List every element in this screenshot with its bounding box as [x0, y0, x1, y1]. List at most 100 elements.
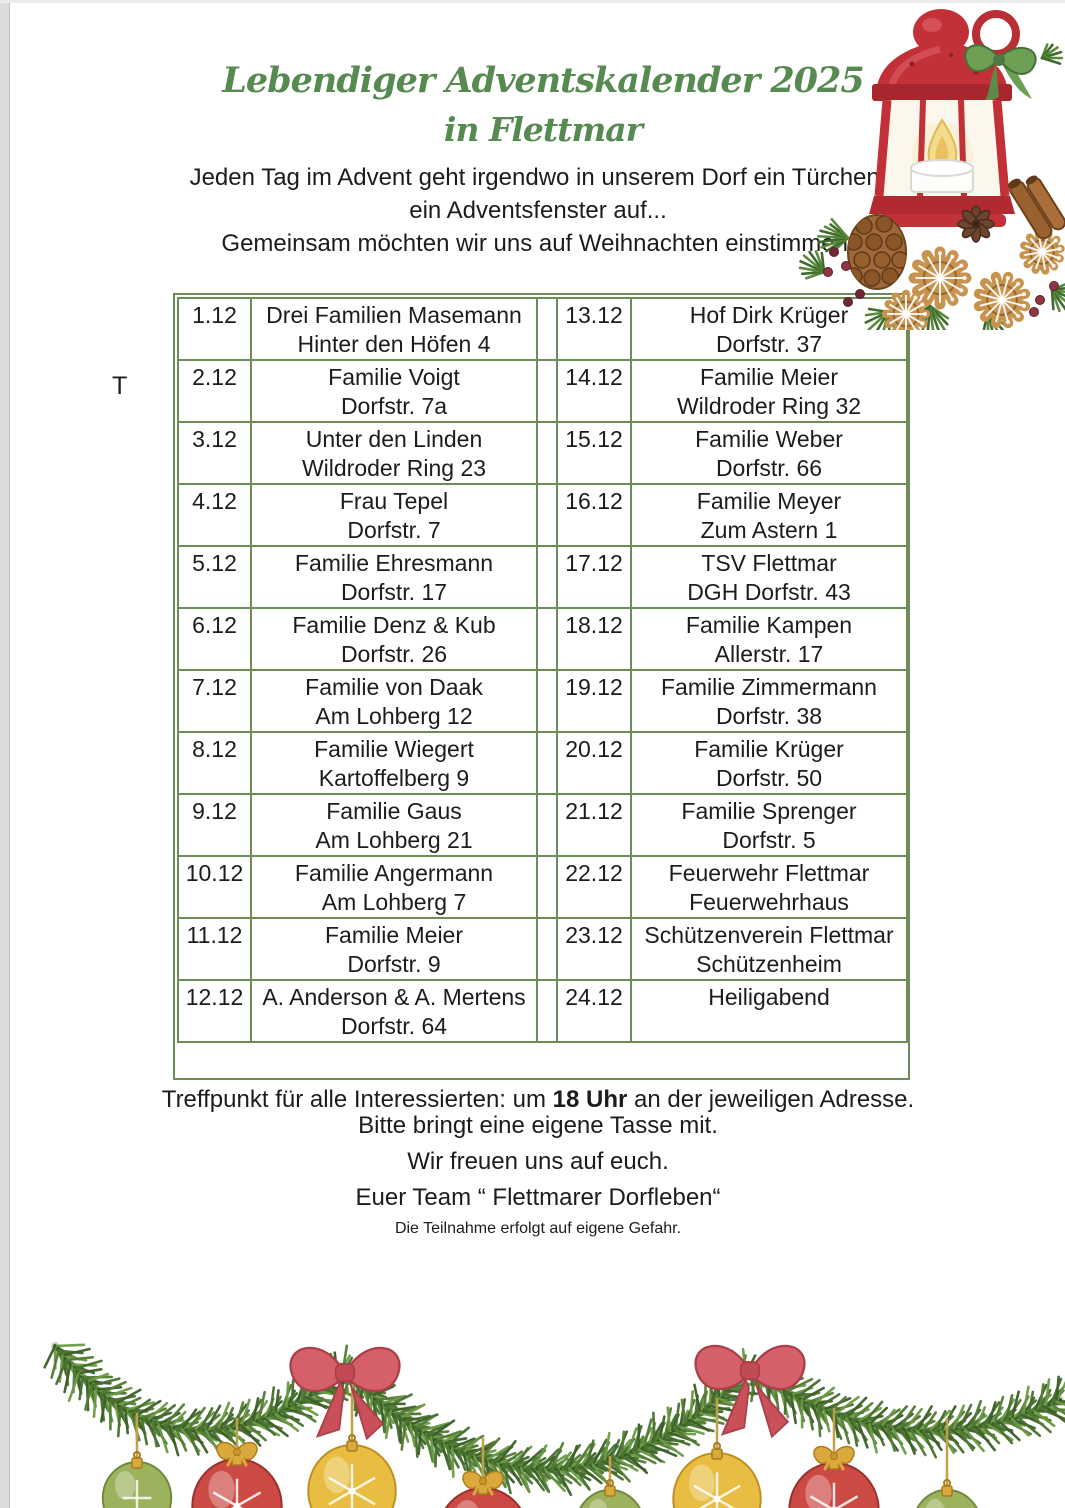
date-cell: 23.12 [556, 917, 632, 981]
host-address: Am Lohberg 7 [321, 889, 467, 915]
closing-line: Wir freuen uns auf euch. [407, 1148, 669, 1175]
advent-table: 1.12 Drei Familien Masemann Hinter den Höf… [177, 297, 908, 1043]
host-address: Dorfstr. 66 [715, 455, 823, 481]
entry-cell: Familie Ehresmann Dorfstr. 17 [250, 545, 538, 609]
host-address: DGH Dorfstr. 43 [687, 579, 851, 605]
host-name: Familie Meier [699, 364, 839, 390]
host-address: Am Lohberg 21 [315, 827, 473, 853]
spacer-cell [536, 917, 558, 981]
date-cell: 12.12 [177, 979, 252, 1043]
date-cell: 21.12 [556, 793, 632, 857]
spacer-cell [536, 855, 558, 919]
entry-cell: Familie Gaus Am Lohberg 21 [250, 793, 538, 857]
date-cell: 3.12 [177, 421, 252, 485]
date-cell: 2.12 [177, 359, 252, 423]
entry-cell: Familie Weber Dorfstr. 66 [630, 421, 908, 485]
pinecone [847, 214, 907, 290]
host-address: Feuerwehrhaus [689, 889, 849, 915]
cup-note-line: Bitte bringt eine eigene Tasse mit. [358, 1112, 718, 1139]
date-cell: 1.12 [177, 297, 252, 361]
candle-flame-icon [910, 118, 974, 193]
bauble-ornament [579, 1456, 641, 1508]
host-name: Familie Denz & Kub [292, 612, 496, 638]
date-cell: 6.12 [177, 607, 252, 671]
gold-bow-icon [462, 1470, 504, 1496]
calendar-rows: 1.12 Drei Familien Masemann Hinter den Höf… [177, 297, 908, 1043]
host-name: Unter den Linden [305, 426, 483, 452]
table-row: 12.12 A. Anderson & A. Mertens Dorfstr. 64… [177, 979, 908, 1043]
table-row: 5.12 Familie Ehresmann Dorfstr. 17 17.12 TSV… [177, 545, 908, 609]
entry-cell: Familie von Daak Am Lohberg 12 [250, 669, 538, 733]
team-line: Euer Team “ Flettmarer Dorfleben“ [355, 1184, 721, 1211]
table-row: 3.12 Unter den Linden Wildroder Ring 23 15.… [177, 421, 908, 485]
bauble-ornament [307, 1384, 397, 1508]
host-name: A. Anderson & A. Mertens [262, 984, 526, 1010]
table-row: 6.12 Familie Denz & Kub Dorfstr. 26 18.12 Fa… [177, 607, 908, 671]
entry-cell: Familie Meier Wildroder Ring 32 [630, 359, 908, 423]
spacer-cell [536, 793, 558, 857]
host-address: Dorfstr. 26 [340, 641, 448, 667]
host-address: Dorfstr. 17 [340, 579, 448, 605]
entry-cell: Familie Angermann Am Lohberg 7 [250, 855, 538, 919]
date-cell: 5.12 [177, 545, 252, 609]
host-name: Heiligabend [708, 984, 830, 1010]
spacer-cell [536, 979, 558, 1043]
host-name: Frau Tepel [339, 488, 449, 514]
gold-bow-icon [216, 1441, 258, 1467]
host-name: Familie Gaus [326, 798, 462, 824]
date-cell: 22.12 [556, 855, 632, 919]
host-name: Familie von Daak [305, 674, 483, 700]
entry-cell: Familie Sprenger Dorfstr. 5 [630, 793, 908, 857]
host-name: Familie Voigt [328, 364, 460, 390]
entry-cell: TSV Flettmar DGH Dorfstr. 43 [630, 545, 908, 609]
bauble-ornament [916, 1418, 978, 1508]
table-row: 2.12 Familie Voigt Dorfstr. 7a 14.12 Familie… [177, 359, 908, 423]
meeting-time: 18 Uhr [552, 1086, 628, 1113]
entry-cell: Familie Meyer Zum Astern 1 [630, 483, 908, 547]
host-name: Familie Krüger [694, 736, 844, 762]
red-bow-icon [694, 1344, 806, 1439]
spacer-cell [536, 483, 558, 547]
entry-cell: Familie Voigt Dorfstr. 7a [250, 359, 538, 423]
date-cell: 14.12 [556, 359, 632, 423]
spacer-cell [536, 731, 558, 795]
host-address: Dorfstr. 37 [715, 331, 823, 357]
spacer-cell [536, 359, 558, 423]
host-address: Dorfstr. 64 [340, 1013, 448, 1039]
table-row: 4.12 Frau Tepel Dorfstr. 7 16.12 Familie Mey… [177, 483, 908, 547]
intro-line-1: Jeden Tag im Advent geht irgendwo in uns… [189, 164, 887, 191]
gold-bow-icon [813, 1445, 855, 1471]
host-address: Allerstr. 17 [714, 641, 824, 667]
date-cell: 4.12 [177, 483, 252, 547]
table-row: 7.12 Familie von Daak Am Lohberg 12 19.12 Fa… [177, 669, 908, 733]
date-cell: 13.12 [556, 297, 632, 361]
host-name: Familie Ehresmann [294, 550, 494, 576]
intro-line-2: ein Adventsfenster auf... [409, 197, 667, 224]
table-row: 1.12 Drei Familien Masemann Hinter den Höf… [177, 297, 908, 361]
table-row: 8.12 Familie Wiegert Kartoffelberg 9 20.12 F… [177, 731, 908, 795]
bauble-ornament [672, 1398, 762, 1508]
bauble-ornament [191, 1418, 283, 1508]
date-cell: 8.12 [177, 731, 252, 795]
host-address: Schützenheim [696, 951, 842, 977]
entry-cell: Familie Denz & Kub Dorfstr. 26 [250, 607, 538, 671]
host-address: Hinter den Höfen 4 [297, 331, 491, 357]
entry-cell: A. Anderson & A. Mertens Dorfstr. 64 [250, 979, 538, 1043]
stray-margin-character: T [112, 372, 128, 400]
spacer-cell [536, 669, 558, 733]
intro-line-3: Gemeinsam möchten wir uns auf Weihnachte… [221, 230, 855, 257]
entry-cell: Hof Dirk Krüger Dorfstr. 37 [630, 297, 908, 361]
date-cell: 10.12 [177, 855, 252, 919]
host-name: Hof Dirk Krüger [689, 302, 849, 328]
host-name: Familie Weber [695, 426, 843, 452]
berries [823, 247, 1059, 317]
host-name: TSV Flettmar [701, 550, 837, 576]
host-name: Familie Kampen [685, 612, 853, 638]
host-address: Am Lohberg 12 [315, 703, 473, 729]
table-row: 11.12 Familie Meier Dorfstr. 9 23.12 Schütze… [177, 917, 908, 981]
entry-cell: Unter den Linden Wildroder Ring 23 [250, 421, 538, 485]
red-bow-icon [289, 1346, 401, 1441]
bauble-ornament [444, 1438, 522, 1508]
bauble-ornament [101, 1413, 173, 1508]
host-address: Dorfstr. 5 [722, 827, 816, 853]
